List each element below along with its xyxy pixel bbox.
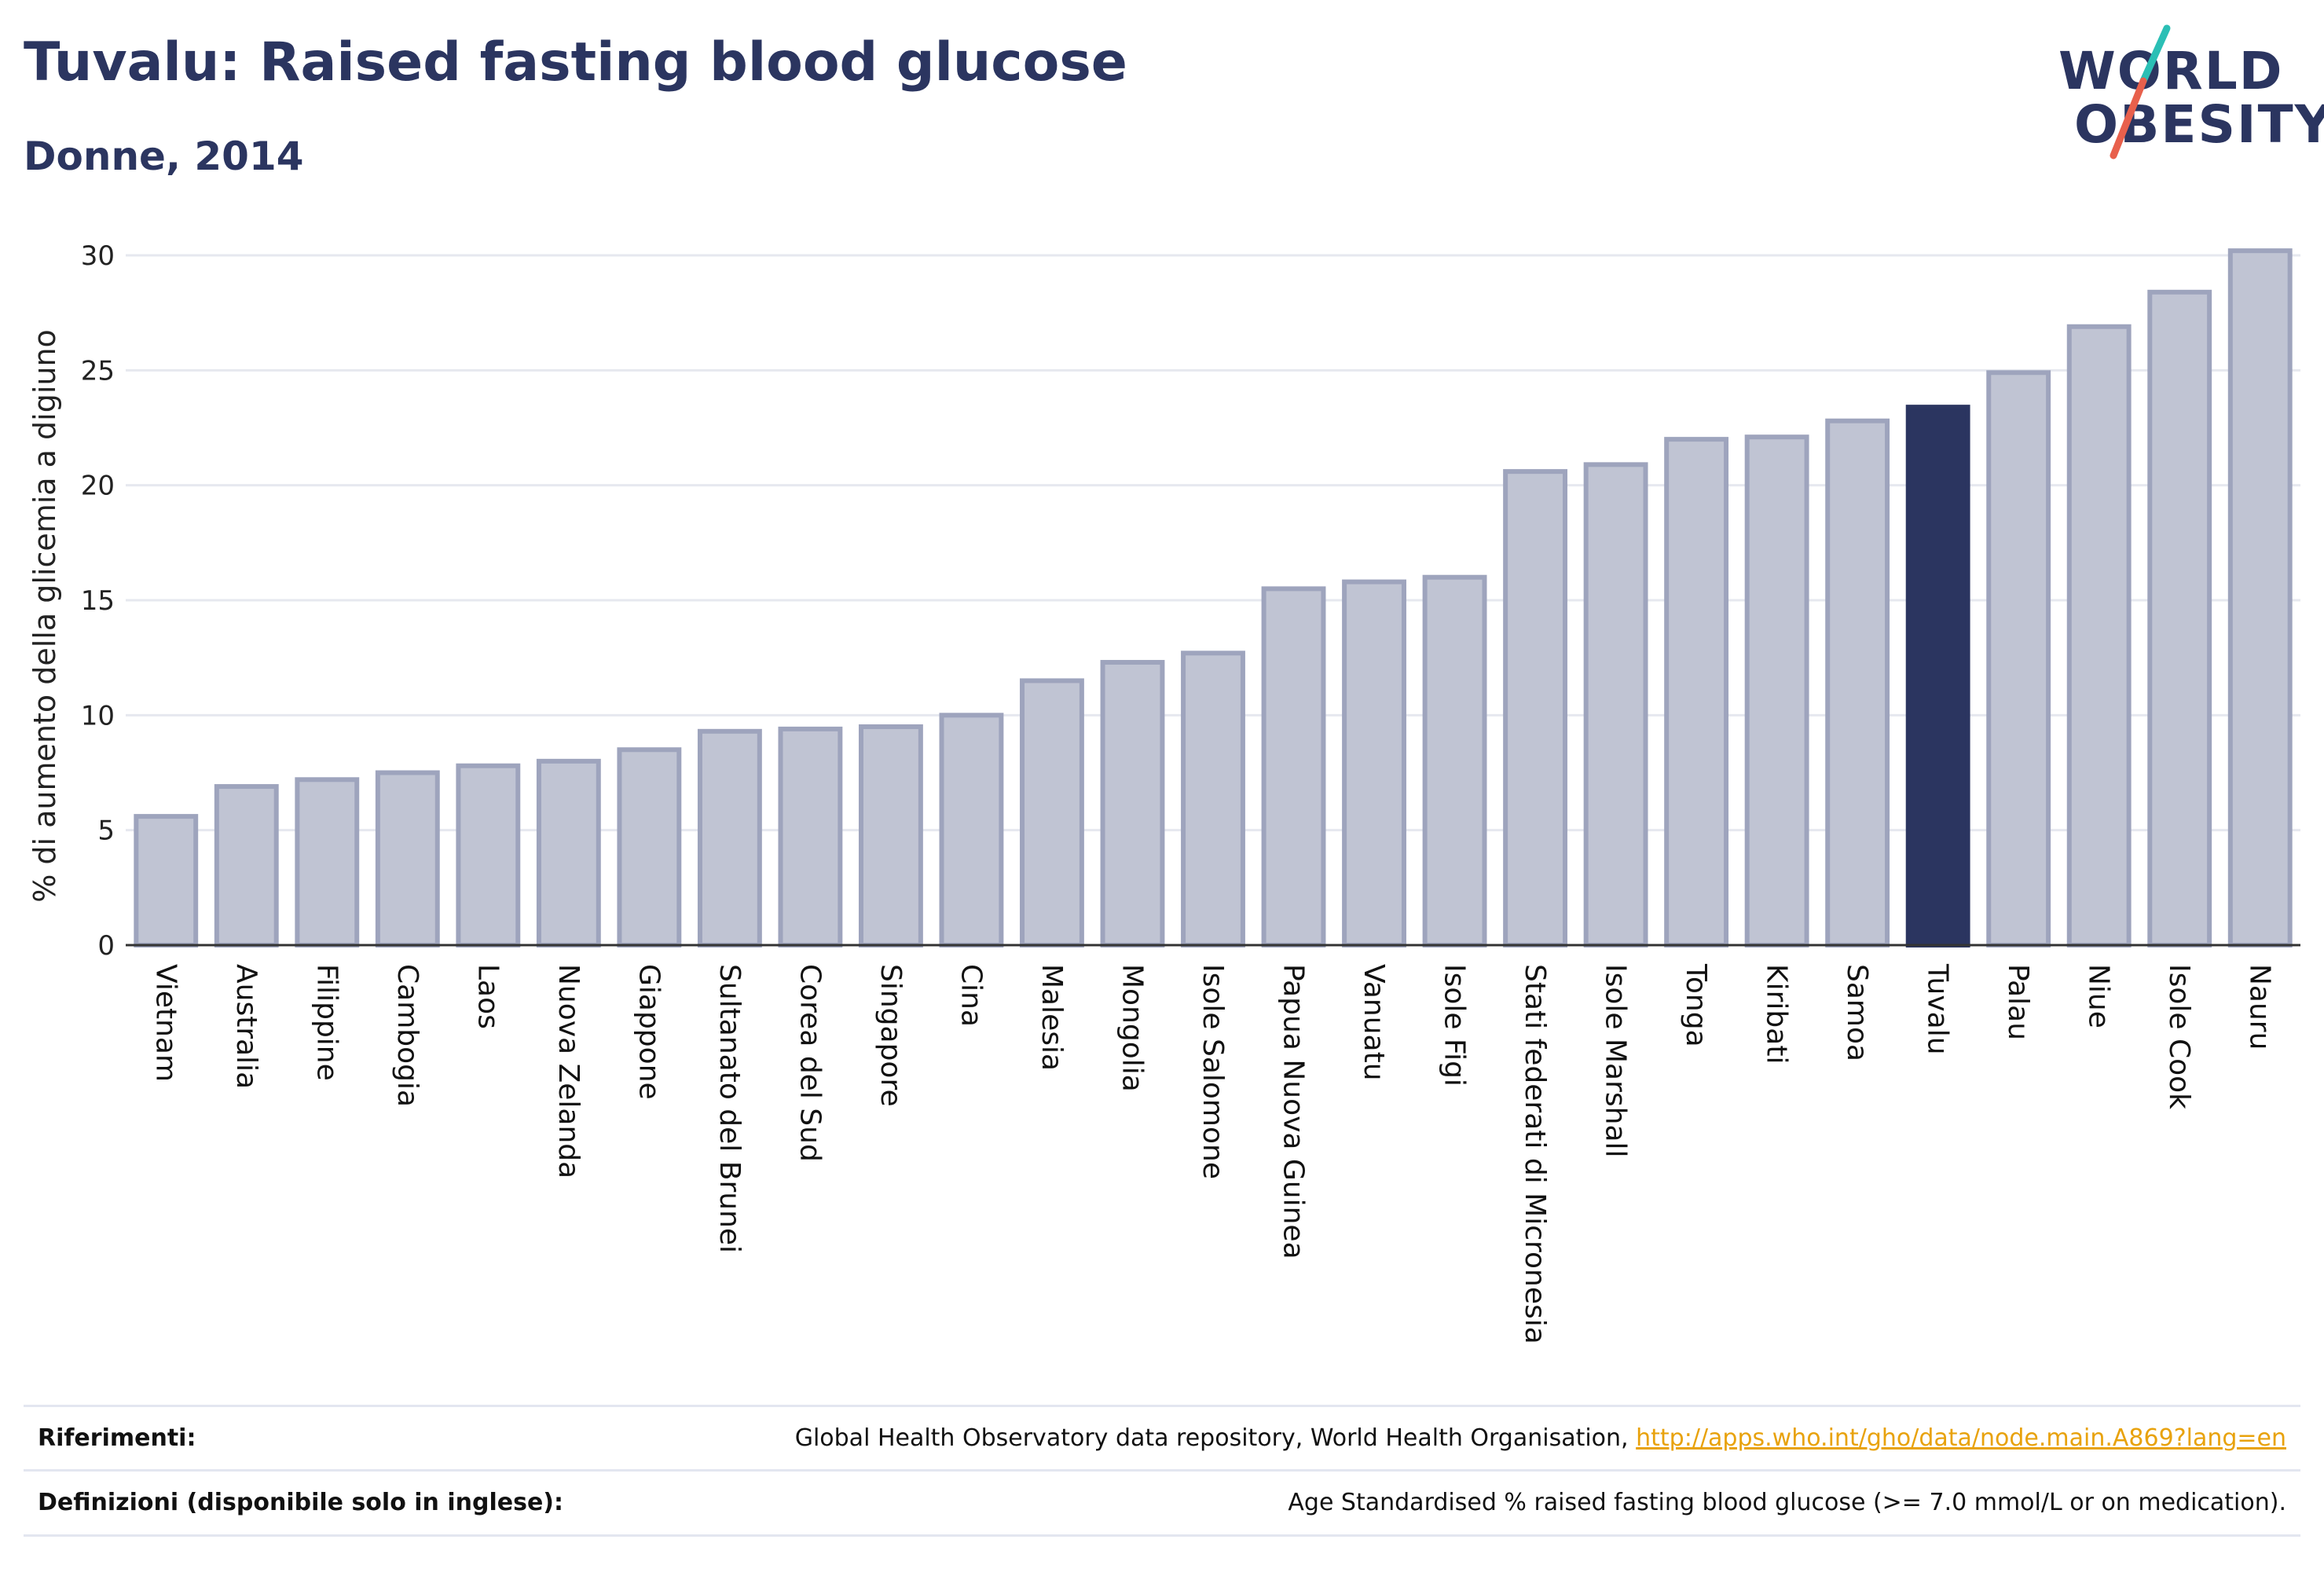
definitions-value: Age Standardised % raised fasting blood …	[1288, 1489, 2286, 1516]
bar	[1825, 418, 1890, 947]
bar	[1583, 462, 1648, 947]
x-tick-label: Mongolia	[1116, 964, 1148, 1092]
bar	[1100, 660, 1165, 948]
bar	[1744, 434, 1809, 947]
x-tick-label: Sultanato del Brunei	[713, 964, 746, 1253]
x-tick-label: Stati federati di Micronesia	[1519, 964, 1551, 1344]
y-tick-label: 25	[81, 355, 115, 387]
x-tick-label: Malesia	[1036, 964, 1068, 1071]
bar	[1342, 579, 1406, 947]
y-tick-label: 10	[81, 700, 115, 731]
y-tick-label: 0	[97, 930, 115, 962]
bar	[1664, 437, 1729, 947]
y-tick-label: 15	[81, 585, 115, 617]
x-tick-label: Nauru	[2244, 964, 2276, 1050]
bar	[2147, 289, 2212, 947]
logo-line-1: WORLD	[2058, 41, 2284, 101]
bar	[697, 728, 762, 947]
x-tick-label: Giappone	[632, 964, 665, 1100]
x-tick-label: Tuvalu	[1922, 963, 1954, 1055]
y-tick-label: 5	[97, 815, 115, 847]
bar	[134, 814, 199, 948]
x-tick-label: Palau	[2002, 964, 2034, 1040]
bar	[295, 777, 360, 948]
bar	[939, 713, 1004, 947]
x-tick-label: Isole Marshall	[1600, 964, 1632, 1158]
bar	[1905, 405, 1970, 947]
x-tick-label: Isole Figi	[1439, 964, 1471, 1087]
definitions-label: Definizioni (disponibile solo in inglese…	[38, 1489, 563, 1516]
bar	[1986, 370, 2051, 947]
y-axis-title: % di aumento della glicemia a digiuno	[27, 329, 62, 903]
y-tick-label: 20	[81, 471, 115, 502]
x-tick-label: Isole Cook	[2163, 964, 2195, 1109]
bar	[2227, 248, 2293, 947]
x-tick-label: Samoa	[1841, 964, 1873, 1061]
bar	[1261, 586, 1326, 947]
references-value: Global Health Observatory data repositor…	[795, 1424, 2286, 1452]
references-label: Riferimenti:	[38, 1424, 196, 1452]
bar	[1503, 469, 1568, 947]
references-text: Global Health Observatory data repositor…	[794, 1424, 1629, 1452]
x-tick-label: Filippine	[310, 964, 343, 1081]
bar-chart: 0 5 10 15 20 25 30 % di aumento della glicemia …	[27, 240, 2300, 1344]
logo-slash-icon	[2110, 24, 2171, 159]
references-link[interactable]: http://apps.who.int/gho/data/node.main.A…	[1636, 1424, 2286, 1452]
bar	[456, 763, 521, 947]
bar	[778, 726, 843, 947]
chart-title: Tuvalu: Raised fasting blood glucose	[24, 31, 1127, 93]
x-tick-label: Isole Salomone	[1197, 964, 1229, 1179]
x-tick-label: Laos	[471, 964, 504, 1029]
x-tick-label: Singapore	[874, 964, 907, 1107]
bar	[536, 758, 601, 947]
references-row: Riferimenti: Global Health Observatory d…	[24, 1405, 2300, 1470]
x-tick-label: Nuova Zelanda	[552, 964, 585, 1178]
x-tick-label: Corea del Sud	[794, 964, 826, 1162]
bar	[1181, 651, 1245, 948]
y-tick-label: 30	[81, 240, 115, 272]
bar	[375, 770, 440, 947]
bar	[1020, 678, 1084, 948]
x-tick-label: Cina	[955, 964, 987, 1027]
x-tick-label: Vietnam	[149, 964, 181, 1082]
x-tick-label: Cambogia	[391, 964, 423, 1107]
bar	[858, 724, 923, 947]
x-tick-label: Papua Nuova Guinea	[1277, 964, 1310, 1259]
x-tick-label: Tonga	[1680, 963, 1712, 1047]
bar	[1422, 574, 1487, 947]
bar	[2066, 324, 2132, 947]
x-tick-label: Vanuatu	[1358, 964, 1390, 1081]
bar	[214, 784, 279, 947]
x-tick-label: Niue	[2083, 964, 2115, 1028]
x-tick-label: Kiribati	[1761, 964, 1793, 1064]
bar	[617, 747, 682, 947]
x-tick-label: Australia	[230, 964, 262, 1089]
world-obesity-logo: WORLD OBESITY	[2051, 22, 2324, 163]
chart-subtitle: Donne, 2014	[24, 134, 304, 179]
definitions-row: Definizioni (disponibile solo in inglese…	[24, 1469, 2300, 1537]
